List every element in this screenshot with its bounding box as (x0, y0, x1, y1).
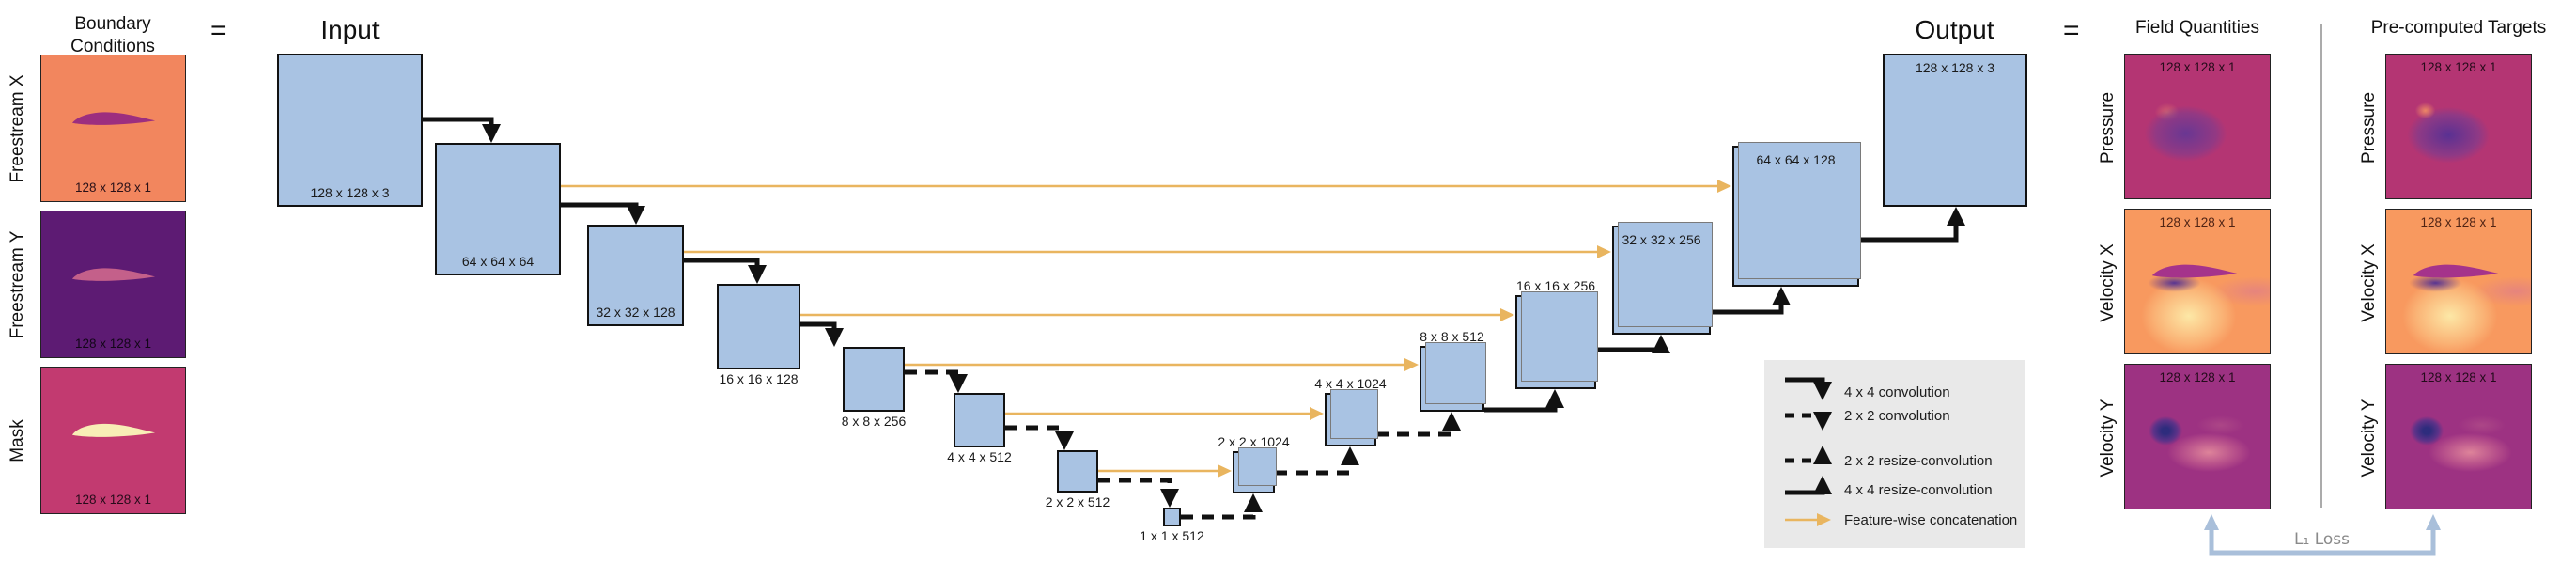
layer-dims: 8 x 8 x 512 (1420, 329, 1484, 344)
boundary-conditions-title: Boundary Conditions (70, 14, 155, 56)
image-dims: 128 x 128 x 1 (74, 337, 152, 351)
layer-output: 128 x 128 x 3 (1883, 54, 2027, 207)
legend-item-conv2: 2 x 2 convolution (1844, 408, 1950, 424)
layer-enc-4: 4 x 4 x 512 (947, 393, 1012, 464)
target-pressure-image: 128 x 128 x 1 (2385, 54, 2532, 199)
image-dims: 128 x 128 x 1 (2420, 215, 2497, 229)
layer-dims: 64 x 64 x 128 (1756, 152, 1836, 167)
conv-4x4-arrows (423, 117, 844, 347)
image-dims: 128 x 128 x 1 (74, 493, 152, 507)
layer-dims: 8 x 8 x 256 (841, 414, 907, 429)
layer-input: 128 x 128 x 3 (277, 54, 423, 207)
legend-item-resize2: 2 x 2 resize-convolution (1844, 453, 1993, 469)
column-divider (2320, 24, 2322, 508)
input-title: Input (320, 15, 380, 44)
airfoil-shape (2413, 264, 2498, 278)
equals-sign-left: = (210, 15, 227, 46)
airfoil-shape (72, 112, 156, 126)
layer-dec-32: 32 x 32 x 256 (1612, 222, 1713, 335)
layer-dims: 2 x 2 x 512 (1045, 494, 1110, 509)
freestream-x-image: 128 x 128 x 1 (40, 55, 186, 202)
layer-dims: 1 x 1 x 512 (1140, 528, 1204, 543)
l1-loss-bracket (2204, 514, 2441, 556)
layer-dims: 32 x 32 x 256 (1622, 232, 1701, 247)
layer-enc-2: 2 x 2 x 512 (1046, 450, 1110, 509)
output-title: Output (1915, 15, 1994, 44)
layer-dims: 4 x 4 x 1024 (1314, 376, 1387, 391)
layer-dec-8: 8 x 8 x 512 (1420, 329, 1486, 412)
layer-dims: 128 x 128 x 3 (1915, 60, 1995, 75)
layer-dec-4: 4 x 4 x 1024 (1314, 376, 1387, 446)
legend-icons (1785, 377, 1832, 526)
image-dims: 128 x 128 x 1 (2159, 370, 2236, 384)
image-dims: 128 x 128 x 1 (2420, 370, 2497, 384)
image-dims: 128 x 128 x 1 (2420, 60, 2497, 74)
layer-dims: 2 x 2 x 1024 (1218, 434, 1290, 449)
layer-enc-16: 16 x 16 x 128 (717, 284, 800, 386)
layer-bottleneck: 1 x 1 x 512 (1140, 508, 1204, 543)
legend-item-resize4: 4 x 4 resize-convolution (1844, 482, 1993, 498)
image-dims: 128 x 128 x 1 (2159, 215, 2236, 229)
airfoil-shape (2151, 264, 2237, 278)
layer-dims: 16 x 16 x 128 (719, 371, 799, 386)
field-velocity-x-image: 128 x 128 x 1 (2124, 209, 2271, 354)
legend-item-conv4: 4 x 4 convolution (1844, 384, 1950, 400)
resize-conv-4x4-arrows (1484, 207, 1965, 413)
layer-enc-64: 64 x 64 x 64 (435, 143, 561, 275)
layer-enc-8: 8 x 8 x 256 (842, 347, 906, 429)
layer-dims: 32 x 32 x 128 (596, 305, 675, 320)
field-velocity-y-image: 128 x 128 x 1 (2124, 364, 2271, 509)
legend-item-concat: Feature-wise concatenation (1844, 512, 2018, 528)
layer-dims: 128 x 128 x 3 (310, 185, 390, 200)
layer-dec-16: 16 x 16 x 256 (1515, 278, 1598, 389)
layer-dims: 64 x 64 x 64 (461, 254, 535, 269)
l1-loss-label: L₁ Loss (2294, 530, 2350, 549)
mask-image: 128 x 128 x 1 (40, 367, 186, 514)
airfoil-shape (72, 423, 156, 437)
layer-dims: 16 x 16 x 256 (1515, 278, 1596, 293)
layer-dec-64: 64 x 64 x 128 (1732, 142, 1861, 287)
airfoil-shape (72, 268, 156, 282)
layer-dec-2: 2 x 2 x 1024 (1218, 434, 1290, 494)
field-pressure-image: 128 x 128 x 1 (2124, 54, 2271, 199)
resize-conv-2x2-arrows (1181, 412, 1461, 520)
skip-connections (561, 180, 1731, 478)
layer-enc-32: 32 x 32 x 128 (587, 225, 684, 326)
target-velocity-y-image: 128 x 128 x 1 (2385, 364, 2532, 509)
conv-2x2-arrows (905, 369, 1179, 508)
freestream-y-image: 128 x 128 x 1 (40, 211, 186, 358)
image-dims: 128 x 128 x 1 (2159, 60, 2236, 74)
field-quantities-title: Field Quantities (2134, 18, 2259, 38)
equals-sign-right: = (2063, 15, 2080, 46)
targets-title: Pre-computed Targets (2370, 18, 2547, 38)
target-velocity-x-image: 128 x 128 x 1 (2385, 209, 2532, 354)
layer-dims: 4 x 4 x 512 (947, 449, 1012, 464)
image-dims: 128 x 128 x 1 (74, 180, 152, 195)
legend-panel (1764, 360, 2025, 548)
